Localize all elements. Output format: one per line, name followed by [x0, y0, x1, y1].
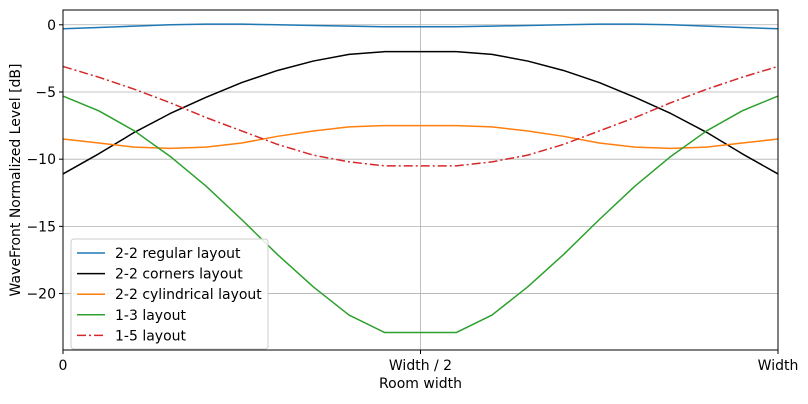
y-axis-label: WaveFront Normalized Level [dB]: [8, 64, 24, 297]
legend-label: 2-2 cylindrical layout: [115, 287, 262, 303]
x-tick-label: Width: [758, 358, 799, 374]
axis-ticks: 0 −5 −10 −15 −20 0 Width / 2 Width: [26, 18, 798, 374]
legend-box: [70, 238, 269, 350]
series-line: [62, 95, 779, 334]
legend-label: 2-2 corners layout: [115, 267, 243, 283]
y-tick-label: −10: [26, 152, 56, 168]
series-line: [62, 124, 779, 150]
legend-label: 1-5 layout: [115, 328, 187, 344]
x-tick-label: 0: [59, 358, 68, 374]
x-axis-label: Room width: [379, 376, 462, 392]
legend-label: 2-2 regular layout: [115, 246, 241, 262]
y-tick-label: −20: [26, 287, 56, 303]
series-line: [62, 65, 779, 167]
y-tick-label: 0: [47, 18, 56, 34]
legend: 2-2 regular layout 2-2 corners layout 2-2 …: [70, 238, 269, 350]
x-tick-label: Width / 2: [389, 358, 452, 374]
series-line: [62, 23, 779, 30]
series-lines: [62, 23, 779, 334]
y-tick-label: −15: [26, 219, 56, 235]
y-tick-label: −5: [35, 85, 56, 101]
legend-label: 1-3 layout: [115, 308, 187, 324]
